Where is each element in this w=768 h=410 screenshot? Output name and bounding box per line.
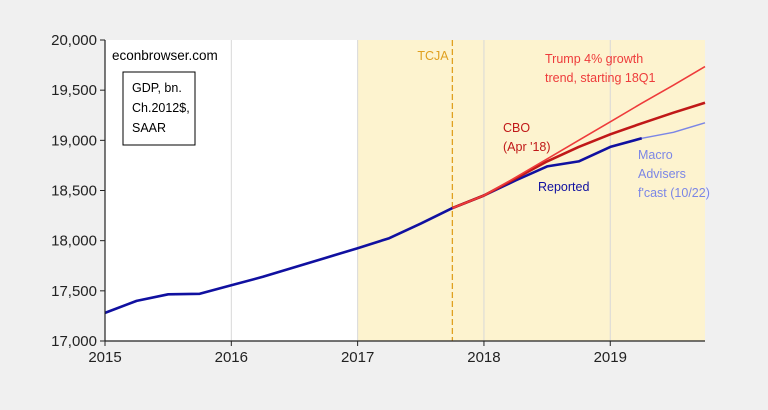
series-label-trump-4-growth-trend-starting-18q1-1: Trump 4% growth	[545, 52, 643, 66]
y-tick-label-17,000: 17,000	[51, 333, 97, 350]
x-tick-label-2018: 2018	[467, 349, 500, 366]
tcja-label: TCJA	[417, 49, 449, 63]
x-tick-label-2015: 2015	[88, 349, 121, 366]
y-tick-label-19,500: 19,500	[51, 82, 97, 99]
watermark: econbrowser.com	[112, 48, 218, 63]
series-label-macro-advisers-f-cast-10-22-1: Macro	[638, 148, 673, 162]
x-tick-label-2019: 2019	[594, 349, 627, 366]
axes: 17,000 17,500 18,000 18,500 19,000 19,500 20,0…	[51, 32, 705, 366]
series-labels: Reported Macro Advisers f'cast (10/22) CBO (A…	[503, 52, 710, 200]
units-box	[122, 71, 196, 146]
vertical-gridlines	[230, 40, 611, 341]
series-lines	[104, 65, 706, 315]
y-tick-label-18,500: 18,500	[51, 183, 97, 200]
y-tick-label-19,000: 19,000	[51, 132, 97, 149]
x-tick-label-2016: 2016	[215, 349, 248, 366]
series-label-trump-4-growth-trend-starting-18q1-2: trend, starting 18Q1	[545, 71, 656, 85]
y-tick-label-18,000: 18,000	[51, 233, 97, 250]
series-line-trump-4-growth-trend-starting-18q1	[452, 65, 706, 209]
y-tick-label-20,000: 20,000	[51, 32, 97, 49]
series-line-reported	[104, 137, 643, 315]
x-tick-label-2017: 2017	[341, 349, 374, 366]
units-line-2: Ch.2012$,	[132, 101, 190, 115]
tcja-shaded-region	[357, 40, 705, 341]
series-label-cbo-apr-18-2: (Apr '18)	[503, 140, 551, 154]
series-label-reported-1: Reported	[538, 180, 589, 194]
series-label-cbo-apr-18-1: CBO	[503, 121, 530, 135]
y-tick-label-17,500: 17,500	[51, 283, 97, 300]
series-label-macro-advisers-f-cast-10-22-3: f'cast (10/22)	[638, 186, 710, 200]
series-label-macro-advisers-f-cast-10-22-2: Advisers	[638, 167, 686, 181]
units-line-1: GDP, bn.	[132, 81, 182, 95]
units-line-3: SAAR	[132, 121, 166, 135]
series-line-macro-advisers-f-cast-10-22	[641, 122, 706, 140]
